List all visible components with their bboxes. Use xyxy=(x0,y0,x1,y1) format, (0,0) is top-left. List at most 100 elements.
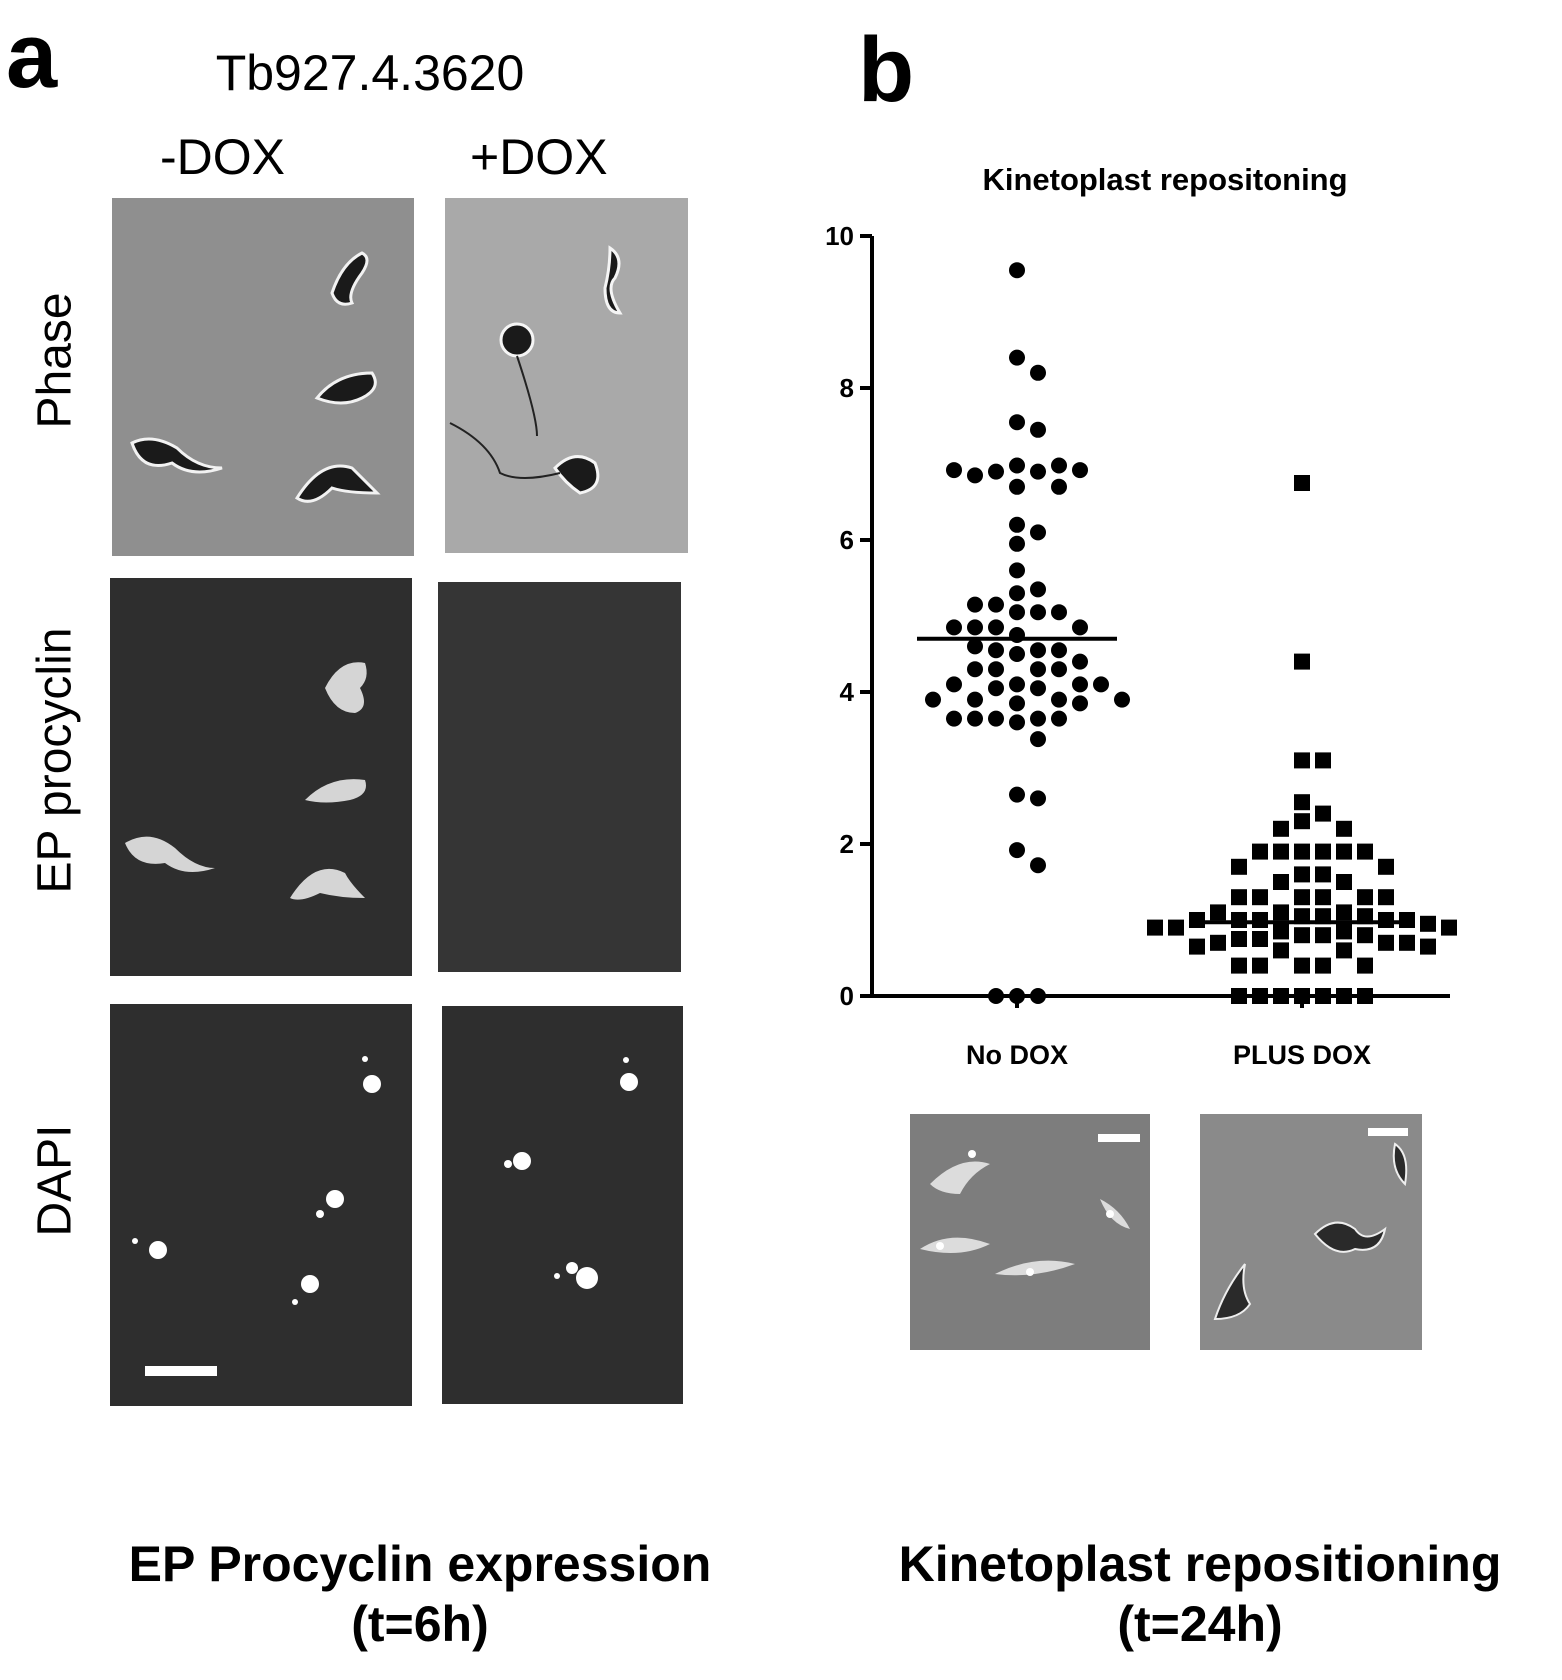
micrograph-dapi-plus-dox xyxy=(442,1006,683,1404)
data-point-circle xyxy=(1030,790,1046,807)
micrograph-phase-plus-dox xyxy=(445,198,688,553)
data-point-square xyxy=(1189,912,1205,928)
data-point-circle xyxy=(1009,535,1025,552)
data-point-circle xyxy=(1072,695,1088,712)
row-label-phase-wrap: Phase xyxy=(0,292,110,428)
data-point-circle xyxy=(1051,661,1067,678)
data-point-square xyxy=(1357,957,1373,974)
micrograph-ep-minus-dox xyxy=(110,578,412,976)
data-point-square xyxy=(1315,866,1331,883)
y-tick-label: 10 xyxy=(825,221,854,251)
y-tick-label: 4 xyxy=(840,677,855,707)
data-point-circle xyxy=(988,988,1004,1004)
data-point-circle xyxy=(1051,691,1067,708)
data-point-square xyxy=(1378,934,1394,951)
data-point-square xyxy=(1357,889,1373,906)
data-point-square xyxy=(1210,904,1226,921)
data-point-square xyxy=(1294,957,1310,974)
data-point-circle xyxy=(1009,714,1025,731)
data-point-circle xyxy=(1009,604,1025,621)
data-point-circle xyxy=(946,676,962,693)
data-point-circle xyxy=(925,691,941,708)
data-point-square xyxy=(1168,919,1184,936)
data-point-square xyxy=(1252,957,1268,974)
caption-panel-b: Kinetoplast repositioning (t=24h) xyxy=(850,1534,1550,1654)
data-point-circle xyxy=(1009,562,1025,579)
caption-panel-a: EP Procyclin expression (t=6h) xyxy=(40,1534,800,1654)
inset-micrograph-plus-dox xyxy=(1200,1114,1422,1350)
data-point-square xyxy=(1273,923,1289,940)
caption-a-line2: (t=6h) xyxy=(351,1596,489,1652)
data-point-circle xyxy=(988,710,1004,727)
data-point-circle xyxy=(1030,604,1046,621)
data-point-square xyxy=(1294,653,1310,670)
dapi-spots-plus-dox xyxy=(504,1057,638,1289)
data-point-circle xyxy=(1009,676,1025,693)
data-point-square xyxy=(1336,820,1352,837)
data-point-square xyxy=(1294,794,1310,811)
data-point-square xyxy=(1336,843,1352,860)
panel-b-letter: b xyxy=(858,19,915,121)
data-point-square xyxy=(1294,927,1310,944)
y-tick-label: 2 xyxy=(840,829,854,859)
gene-id-label: Tb927.4.3620 xyxy=(215,45,525,101)
panel-a-letter: a xyxy=(6,5,58,107)
data-point-square xyxy=(1336,904,1352,921)
data-point-circle xyxy=(1051,457,1067,474)
data-point-circle xyxy=(1009,646,1025,662)
data-point-square xyxy=(1294,866,1310,883)
data-point-square xyxy=(1378,858,1394,875)
data-point-circle xyxy=(1114,691,1130,708)
data-point-circle xyxy=(1009,262,1025,279)
x-category-label: No DOX xyxy=(966,1040,1068,1070)
data-point-square xyxy=(1231,988,1247,1004)
data-point-square xyxy=(1252,931,1268,947)
data-point-circle xyxy=(1051,642,1067,659)
data-point-square xyxy=(1252,843,1268,860)
data-point-circle xyxy=(1030,581,1046,598)
data-point-circle xyxy=(1030,988,1046,1004)
data-point-circle xyxy=(1030,524,1046,541)
data-point-circle xyxy=(1030,463,1046,480)
data-point-square xyxy=(1252,988,1268,1004)
data-point-circle xyxy=(946,619,962,636)
data-point-circle xyxy=(1030,364,1046,381)
data-point-square xyxy=(1231,957,1247,974)
caption-b-line2: (t=24h) xyxy=(1117,1596,1283,1652)
data-point-circle xyxy=(967,619,983,636)
data-point-square xyxy=(1252,889,1268,906)
cells-phase-plus-dox xyxy=(449,245,623,495)
data-point-circle xyxy=(1009,478,1025,495)
data-point-square xyxy=(1357,927,1373,944)
data-point-square xyxy=(1273,904,1289,921)
micrograph-ep-plus-dox xyxy=(438,582,681,972)
data-point-square xyxy=(1231,912,1247,928)
data-point-circle xyxy=(1072,653,1088,670)
data-point-circle xyxy=(1051,710,1067,727)
data-point-circle xyxy=(1009,349,1025,366)
data-point-square xyxy=(1357,988,1373,1004)
data-point-circle xyxy=(1051,478,1067,495)
y-tick-label: 6 xyxy=(840,525,854,555)
data-point-square xyxy=(1294,908,1310,925)
data-point-circle xyxy=(988,680,1004,697)
data-point-square xyxy=(1315,988,1331,1004)
data-point-square xyxy=(1231,889,1247,906)
data-point-square xyxy=(1336,923,1352,940)
row-label-dapi-wrap: DAPI xyxy=(0,1124,110,1236)
data-point-circle xyxy=(1030,710,1046,727)
data-point-circle xyxy=(967,661,983,678)
data-point-circle xyxy=(1009,695,1025,712)
data-point-square xyxy=(1378,912,1394,928)
data-point-square xyxy=(1315,752,1331,769)
condition-plus-dox: +DOX xyxy=(470,129,608,185)
data-point-square xyxy=(1294,752,1310,769)
data-point-square xyxy=(1147,919,1163,936)
data-point-circle xyxy=(1030,680,1046,697)
data-point-square xyxy=(1294,813,1310,830)
caption-a-line1: EP Procyclin expression xyxy=(128,1536,712,1592)
inset-cells-plus-dox xyxy=(1213,1142,1408,1321)
data-point-square xyxy=(1336,874,1352,890)
data-point-square xyxy=(1420,938,1436,955)
micrograph-dapi-minus-dox xyxy=(110,1004,412,1406)
